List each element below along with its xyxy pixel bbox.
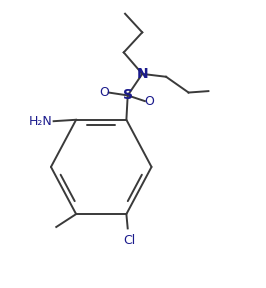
Text: O: O: [100, 86, 110, 99]
Text: O: O: [144, 95, 154, 108]
Text: S: S: [123, 88, 133, 103]
Text: N: N: [136, 67, 148, 81]
Text: H₂N: H₂N: [28, 115, 52, 128]
Text: Cl: Cl: [123, 234, 135, 247]
